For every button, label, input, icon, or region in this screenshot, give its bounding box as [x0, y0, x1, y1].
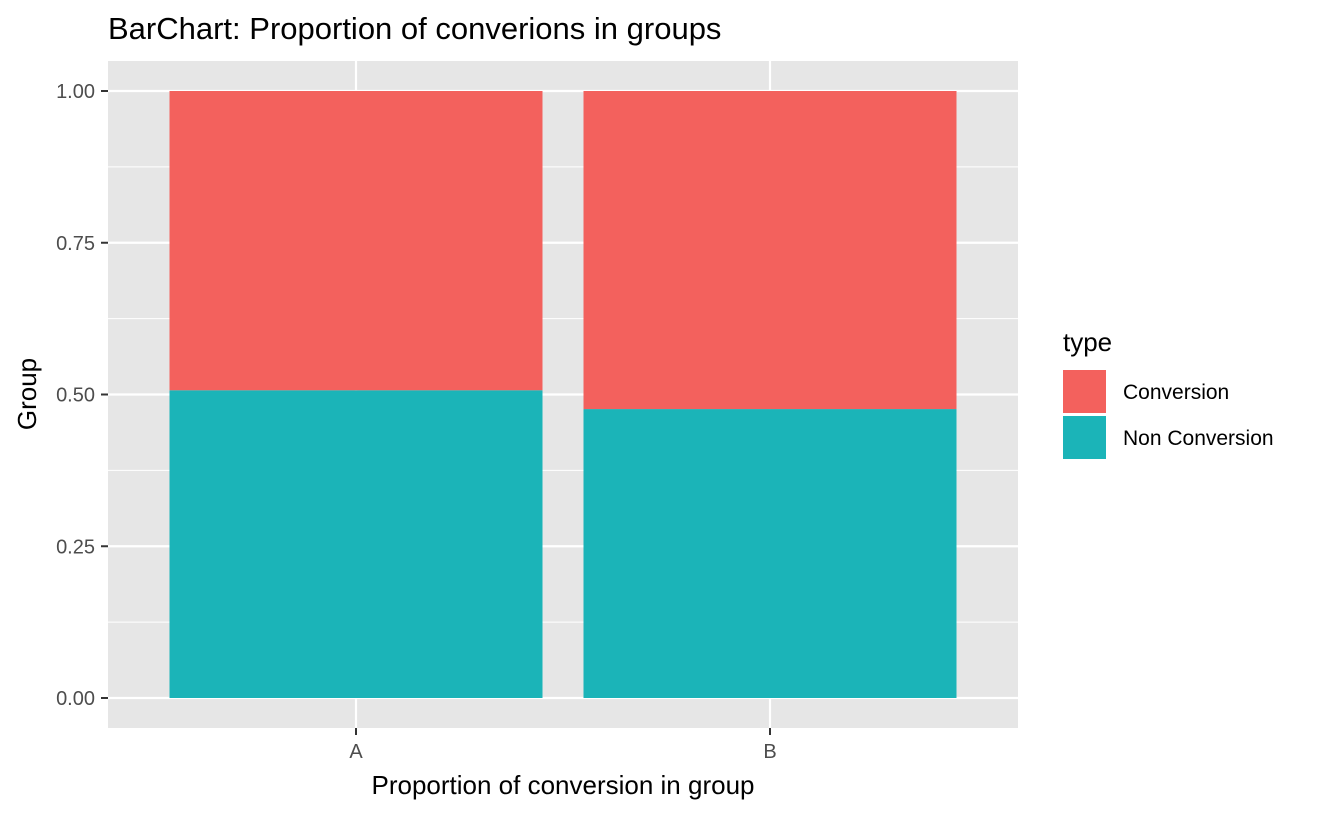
y-axis: 0.00 0.25 0.50 0.75 1.00 [56, 81, 108, 710]
bar-a-non-conversion [169, 390, 543, 698]
y-tick-label: 0.25 [56, 536, 95, 558]
legend: type Conversion Non Conversion [1063, 327, 1274, 459]
bar-a-conversion [169, 91, 543, 391]
x-tick-label: B [763, 741, 776, 763]
y-tick-label: 1.00 [56, 81, 95, 103]
legend-label: Conversion [1123, 381, 1229, 404]
y-tick-label: 0.75 [56, 233, 95, 255]
legend-title: type [1063, 327, 1112, 357]
x-tick-label: A [349, 741, 363, 763]
y-tick-label: 0.00 [56, 688, 95, 710]
legend-key-non-conversion [1063, 416, 1106, 459]
x-axis-title: Proportion of conversion in group [371, 770, 754, 800]
y-axis-title: Group [12, 358, 42, 430]
legend-items: Conversion Non Conversion [1063, 370, 1274, 459]
bars [169, 91, 957, 698]
legend-label: Non Conversion [1123, 427, 1274, 450]
bar-b-conversion [583, 91, 957, 410]
y-tick-label: 0.50 [56, 385, 95, 407]
chart-title: BarChart: Proportion of converions in gr… [108, 11, 721, 46]
bar-b-non-conversion [583, 409, 957, 698]
legend-key-conversion [1063, 370, 1106, 413]
